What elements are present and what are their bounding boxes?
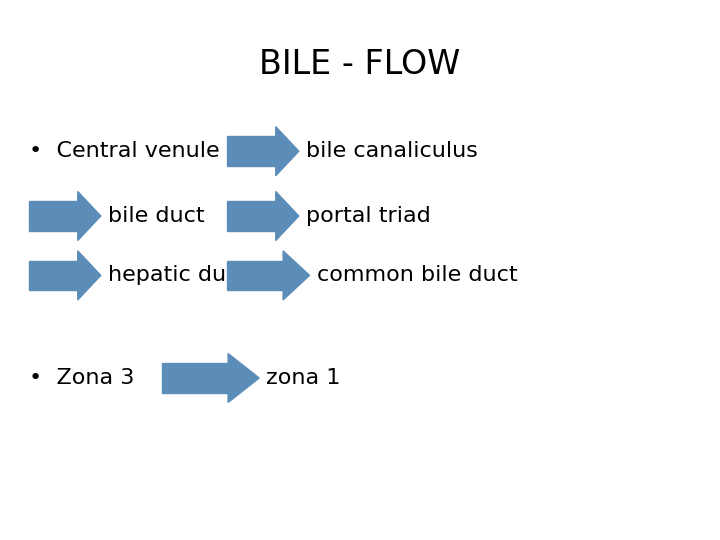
FancyBboxPatch shape [29,201,78,231]
Text: bile canaliculus: bile canaliculus [306,141,478,161]
Polygon shape [276,192,299,240]
Text: •  Zona 3: • Zona 3 [29,368,134,388]
FancyBboxPatch shape [162,363,228,393]
FancyBboxPatch shape [29,261,78,291]
Text: •  Central venule: • Central venule [29,141,220,161]
FancyBboxPatch shape [227,201,276,231]
Polygon shape [78,251,101,300]
Polygon shape [276,127,299,176]
Text: hepatic duct: hepatic duct [108,265,247,286]
Text: portal triad: portal triad [306,206,431,226]
Text: zona 1: zona 1 [266,368,341,388]
Text: BILE - FLOW: BILE - FLOW [259,48,461,82]
Polygon shape [78,192,101,240]
Polygon shape [283,251,310,300]
FancyBboxPatch shape [227,261,283,291]
Text: common bile duct: common bile duct [317,265,518,286]
Polygon shape [228,354,259,402]
FancyBboxPatch shape [227,136,276,166]
Text: bile duct: bile duct [108,206,204,226]
